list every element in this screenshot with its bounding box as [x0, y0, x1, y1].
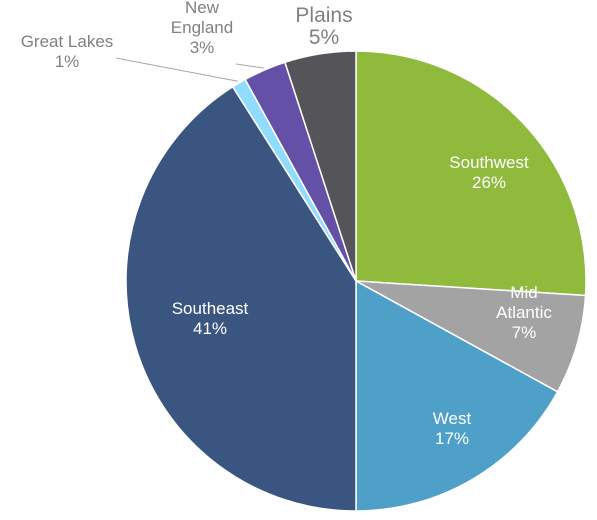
- label-great-lakes-name-line: Great Lakes: [21, 32, 114, 51]
- label-great-lakes-percent: 1%: [55, 52, 80, 71]
- label-southwest-name-line: Southwest: [449, 153, 529, 172]
- slice-southwest: [355, 50, 587, 297]
- label-mid-atlantic-percent: 7%: [512, 323, 537, 342]
- pie-slices: [125, 50, 587, 512]
- label-west-percent: 17%: [435, 429, 469, 448]
- slice-southeast: [125, 85, 357, 512]
- label-southwest-percent: 26%: [472, 173, 506, 192]
- label-new-england-name-line: England: [171, 18, 233, 37]
- slice-mid-atlantic: [355, 280, 587, 393]
- label-west-name-line: West: [433, 409, 472, 428]
- leader-lines: [115, 57, 264, 82]
- leader-line-new-england: [235, 63, 264, 69]
- label-southeast-percent: 41%: [193, 319, 227, 338]
- label-plains-percent: 5%: [309, 26, 339, 49]
- label-mid-atlantic-name-line: Atlantic: [496, 303, 552, 322]
- label-mid-atlantic-name-line: Mid: [510, 283, 537, 302]
- label-plains-name-line: Plains: [295, 4, 352, 27]
- slice-labels: Southwest 26% Mid Atlantic 7% West 17% Southeas…: [21, 0, 553, 448]
- label-new-england: New England 3%: [171, 0, 233, 57]
- label-southwest: Southwest 26%: [449, 153, 529, 192]
- label-great-lakes: Great Lakes 1%: [21, 32, 114, 71]
- label-southeast-name-line: Southeast: [172, 299, 249, 318]
- label-new-england-percent: 3%: [190, 38, 215, 57]
- slice-plains: [283, 50, 357, 282]
- label-plains: Plains 5%: [295, 4, 352, 49]
- leader-line-great-lakes: [115, 57, 238, 82]
- label-new-england-name-line: New: [185, 0, 220, 17]
- label-mid-atlantic: Mid Atlantic 7%: [496, 283, 552, 342]
- slice-west: [355, 279, 559, 512]
- label-west: West 17%: [433, 409, 472, 448]
- label-southeast: Southeast 41%: [172, 299, 249, 338]
